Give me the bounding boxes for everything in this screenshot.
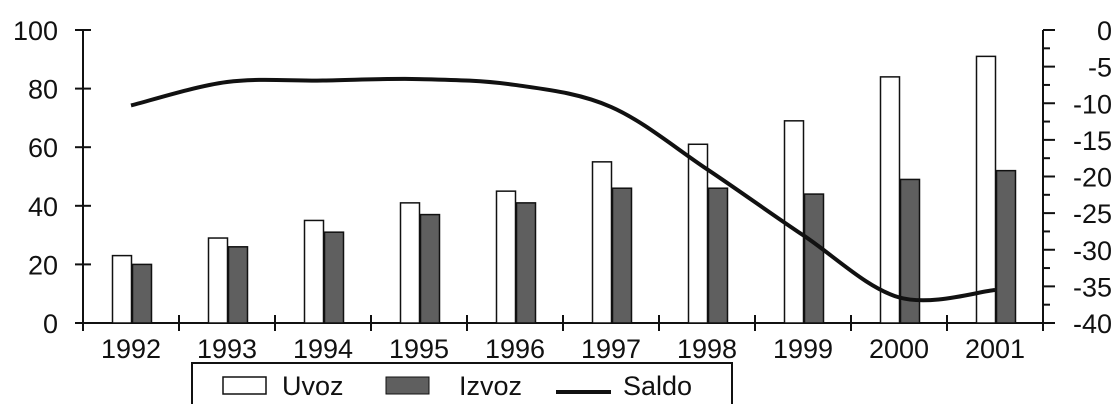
bar-izvoz-1996: [515, 202, 537, 324]
bar-izvoz-1993: [227, 246, 249, 324]
left-tick-label: 40: [28, 192, 58, 222]
x-tick-label: 1994: [293, 334, 353, 364]
legend-label-saldo: Saldo: [623, 371, 692, 401]
bar-uvoz-2000: [879, 76, 901, 324]
left-tick-label: 20: [28, 250, 58, 280]
right-tick-label: -40: [1073, 309, 1112, 339]
legend-box: [191, 362, 733, 404]
right-tick-label: -10: [1073, 89, 1112, 119]
bar-izvoz-1997: [611, 187, 633, 324]
legend-label-izvoz: Izvoz: [459, 371, 522, 401]
bar-izvoz-2001: [995, 169, 1017, 324]
bar-izvoz-1998: [707, 187, 729, 324]
left-tick-label: 60: [28, 133, 58, 163]
axes: 0 20 40 60 80 100 0 -5 -10 -15 -20 -25 -30 -35 -40 1992…: [13, 16, 1112, 364]
right-tick-label: -35: [1073, 272, 1112, 302]
legend-swatch-uvoz: [222, 376, 267, 395]
x-tick-label: 1998: [677, 334, 737, 364]
x-tick-label: 2001: [965, 334, 1025, 364]
right-tick-label: -5: [1088, 53, 1112, 83]
x-tick-label: 1995: [389, 334, 449, 364]
left-tick-label: 80: [28, 75, 58, 105]
bar-izvoz-1994: [323, 231, 345, 324]
legend-label-uvoz: Uvoz: [282, 371, 344, 401]
bar-uvoz-1998: [687, 143, 709, 324]
line-saldo: [130, 76, 996, 303]
left-tick-label: 0: [43, 309, 58, 339]
x-tick-label: 1992: [101, 334, 161, 364]
x-tick-label: 1996: [485, 334, 545, 364]
bar-uvoz-1995: [399, 202, 421, 324]
bar-uvoz-1993: [207, 237, 229, 324]
right-tick-label: 0: [1097, 16, 1112, 46]
bar-uvoz-1992: [111, 254, 133, 324]
saldo-line-group: [130, 76, 996, 303]
bar-uvoz-2001: [975, 55, 997, 324]
bar-uvoz-1999: [783, 120, 805, 324]
bar-uvoz-1994: [303, 219, 325, 324]
bars: [111, 55, 1017, 324]
bar-izvoz-1992: [131, 263, 153, 324]
bar-izvoz-1999: [803, 193, 825, 324]
bar-izvoz-2000: [899, 178, 921, 324]
x-tick-label: 1993: [197, 334, 257, 364]
legend-swatch-izvoz: [385, 376, 430, 395]
x-tick-label: 1999: [773, 334, 833, 364]
right-tick-label: -25: [1073, 199, 1112, 229]
bar-izvoz-1995: [419, 213, 441, 324]
right-tick-label: -20: [1073, 163, 1112, 193]
left-tick-label: 100: [13, 16, 58, 46]
bar-uvoz-1997: [591, 161, 613, 324]
right-tick-label: -30: [1073, 236, 1112, 266]
right-tick-label: -15: [1073, 126, 1112, 156]
x-tick-label: 1997: [581, 334, 641, 364]
x-tick-label: 2000: [869, 334, 929, 364]
legend: Uvoz Izvoz Saldo: [191, 362, 733, 404]
bar-uvoz-1996: [495, 190, 517, 324]
